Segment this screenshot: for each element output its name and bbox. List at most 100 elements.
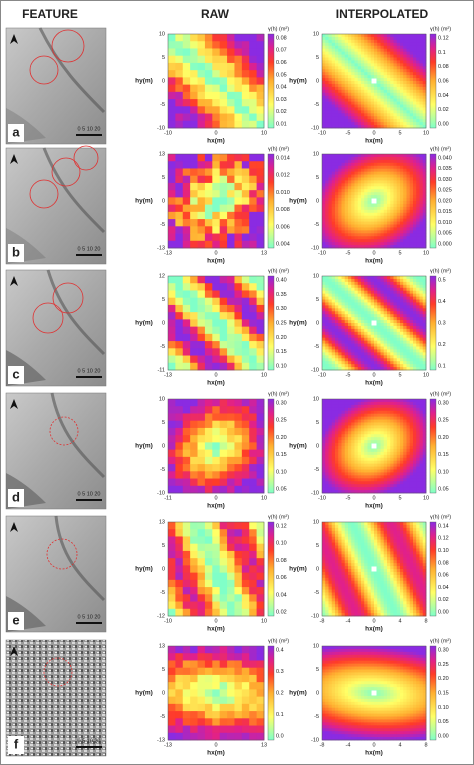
heatmap-cell	[367, 227, 372, 231]
scale-label: 0 5 10 20	[78, 368, 101, 374]
y-tick-label: 0	[316, 320, 319, 326]
heatmap-cell	[234, 211, 243, 220]
heatmap-cell	[348, 443, 352, 447]
heatmap-cell	[387, 54, 391, 58]
heatmap-cell	[422, 349, 427, 353]
heatmap-cell	[406, 367, 411, 371]
heatmap-cell	[374, 212, 378, 217]
heatmap-cell	[403, 230, 407, 234]
heatmap-cell	[396, 401, 401, 406]
heatmap-cell	[197, 362, 206, 371]
y-axis-label: hy(m)	[135, 443, 153, 450]
heatmap-cell	[335, 299, 339, 303]
heatmap-cell	[422, 337, 427, 342]
heatmap-cell	[322, 478, 326, 482]
heatmap-cell	[249, 154, 258, 162]
heatmap-cell	[219, 276, 228, 284]
heatmap-cell	[204, 154, 213, 162]
heatmap-cell	[351, 451, 355, 456]
heatmap-cell	[256, 240, 265, 249]
heatmap-cell	[390, 203, 394, 208]
heatmap-cell	[390, 343, 394, 347]
heatmap-cell	[409, 296, 414, 300]
heatmap-cell	[351, 162, 355, 167]
heatmap-cell	[256, 77, 265, 86]
heatmap-cell	[357, 86, 362, 91]
heatmap-cell	[370, 346, 375, 350]
heatmap-cell	[383, 305, 388, 309]
heatmap-cell	[364, 446, 368, 450]
heatmap-cell	[400, 107, 404, 111]
heatmap-cell	[331, 478, 336, 482]
heatmap-cell	[357, 364, 362, 368]
heatmap-cell	[328, 422, 333, 426]
heatmap-cell	[377, 475, 381, 479]
heatmap-cell	[357, 320, 362, 324]
heatmap-cell	[256, 219, 265, 227]
heatmap-cell	[413, 201, 417, 205]
heatmap-cell	[419, 367, 424, 371]
heatmap-cell	[328, 325, 333, 330]
heatmap-cell	[335, 320, 339, 324]
heatmap-cell	[354, 122, 359, 126]
heatmap-cell	[351, 233, 355, 237]
heatmap-cell	[168, 62, 176, 71]
heatmap-cell	[370, 334, 375, 339]
heatmap-cell	[364, 86, 368, 91]
heatmap-cell	[357, 434, 362, 438]
heatmap-cell	[396, 209, 401, 214]
x-tick-label: 13	[261, 250, 267, 256]
heatmap-cell	[419, 296, 424, 300]
heatmap-cell	[335, 305, 339, 309]
heatmap-cell	[416, 72, 420, 76]
heatmap-cell	[341, 83, 346, 88]
heatmap-cell	[374, 284, 378, 289]
heatmap-cell	[249, 190, 258, 198]
heatmap-cell	[400, 168, 404, 173]
heatmap-cell	[227, 333, 235, 342]
heatmap-cell	[416, 110, 420, 114]
heatmap-cell	[409, 490, 414, 494]
heatmap-cell	[387, 236, 391, 240]
heatmap-cell	[400, 209, 404, 214]
heatmap-cell	[227, 362, 235, 371]
heatmap-cell	[396, 469, 401, 473]
heatmap-cell	[416, 437, 420, 441]
heatmap-cell	[409, 407, 414, 412]
heatmap-cell	[364, 428, 368, 432]
heatmap-cell	[422, 460, 427, 465]
heatmap-cell	[374, 154, 378, 158]
heatmap-cell	[377, 314, 381, 318]
heatmap-cell	[409, 51, 414, 55]
heatmap-cell	[374, 466, 378, 470]
heatmap-cell	[380, 75, 385, 79]
heatmap-cell	[344, 168, 349, 173]
heatmap-cell	[380, 364, 385, 368]
y-tick-label: 0	[316, 443, 319, 449]
heatmap-cell	[331, 349, 336, 353]
heatmap-cell	[370, 48, 375, 53]
heatmap-cell	[354, 113, 359, 117]
heatmap-cell	[344, 416, 349, 420]
colorbar	[267, 398, 275, 494]
heatmap-cell	[416, 206, 420, 211]
heatmap-cell	[348, 451, 352, 456]
heatmap-cell	[322, 290, 326, 295]
heatmap-cell	[413, 45, 417, 50]
heatmap-cell	[364, 72, 368, 76]
heatmap-cell	[361, 478, 365, 482]
heatmap-cell	[380, 122, 385, 126]
colorbar-tick-label: 0.1	[438, 50, 446, 56]
heatmap-cell	[249, 48, 258, 57]
heatmap-cell	[413, 180, 417, 184]
heatmap-cell	[354, 201, 359, 205]
heatmap-cell	[341, 221, 346, 225]
heatmap-cell	[241, 471, 250, 479]
heatmap-cell	[396, 212, 401, 217]
heatmap-cell	[204, 471, 213, 479]
heatmap-cell	[403, 448, 407, 453]
heatmap-cell	[357, 42, 362, 47]
heatmap-cell	[348, 78, 352, 82]
heatmap-cell	[364, 490, 368, 494]
heatmap-cell	[351, 201, 355, 205]
